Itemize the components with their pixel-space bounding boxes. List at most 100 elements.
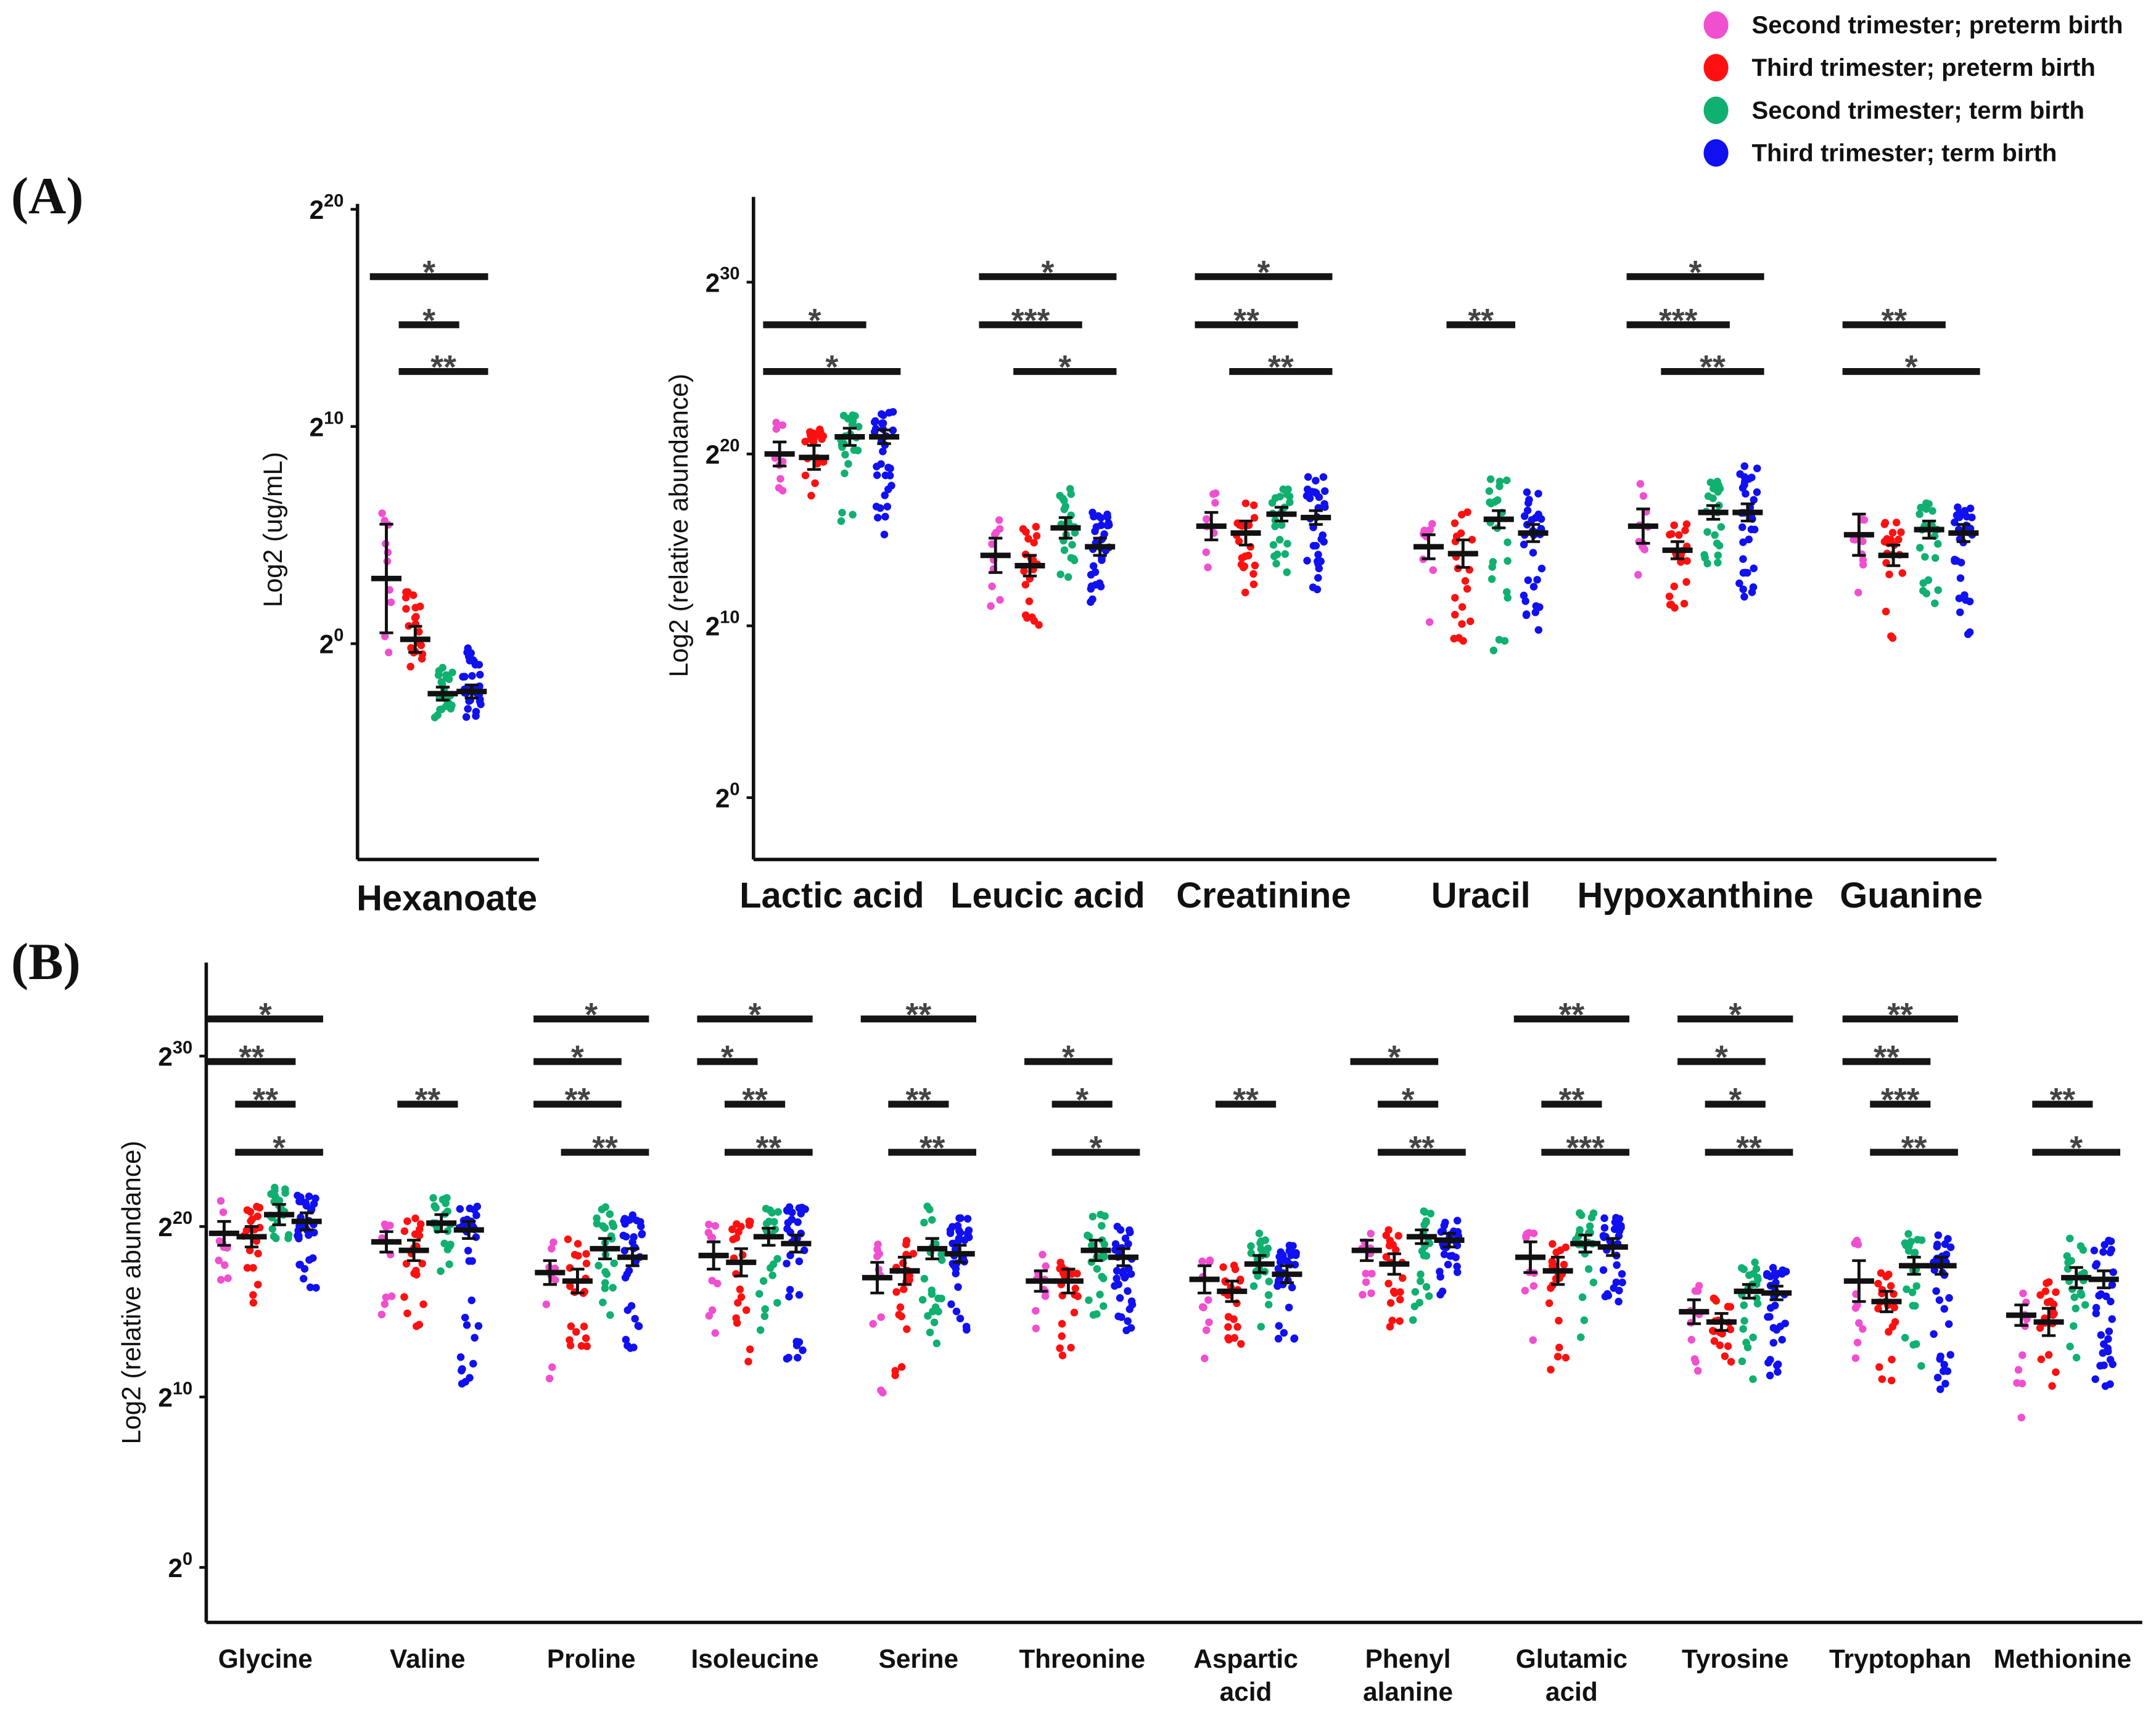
data-point	[773, 1298, 781, 1307]
data-point	[1127, 1324, 1135, 1332]
data-point	[987, 602, 995, 610]
data-point	[603, 1270, 611, 1278]
significance-bar	[697, 1015, 813, 1023]
data-point	[305, 1231, 313, 1239]
data-point	[1264, 1300, 1273, 1309]
data-point	[1615, 1227, 1624, 1235]
data-point	[1934, 539, 1942, 548]
data-point	[1875, 1363, 1883, 1371]
data-point	[1489, 646, 1498, 655]
data-point	[885, 409, 894, 417]
data-point	[413, 1271, 421, 1279]
data-point	[1584, 1265, 1593, 1273]
data-point	[1726, 1326, 1735, 1334]
data-point	[475, 660, 483, 669]
data-point	[1321, 503, 1329, 511]
data-point	[456, 1353, 465, 1361]
data-point	[216, 1197, 225, 1205]
data-point	[1451, 594, 1459, 602]
data-point	[1098, 1221, 1106, 1230]
significance-bar	[398, 368, 488, 375]
data-point	[877, 1313, 885, 1321]
data-point	[1503, 588, 1511, 596]
data-point	[466, 1374, 474, 1382]
data-point	[599, 1298, 607, 1306]
data-point	[381, 632, 389, 641]
data-point	[1529, 1282, 1538, 1290]
data-point	[1235, 537, 1243, 546]
significance-bar	[860, 1015, 977, 1023]
data-point	[224, 1274, 232, 1282]
data-point	[630, 1343, 638, 1351]
data-point	[1618, 1278, 1626, 1287]
data-point	[1100, 1240, 1109, 1248]
data-point	[1283, 568, 1291, 576]
significance-bar	[1705, 1101, 1766, 1108]
data-point	[1716, 1341, 1724, 1350]
data-point	[1283, 539, 1291, 548]
data-point	[734, 1298, 742, 1307]
data-point	[1941, 1240, 1949, 1248]
data-point	[601, 1284, 609, 1292]
data-point	[1320, 487, 1329, 495]
data-point	[729, 1236, 737, 1244]
significance-bar	[561, 1149, 649, 1156]
data-point	[1634, 571, 1642, 579]
data-point	[784, 1219, 792, 1227]
data-point	[247, 1217, 255, 1225]
data-point	[1854, 1319, 1863, 1327]
significance-label: **	[252, 1082, 278, 1118]
data-point	[1441, 1218, 1449, 1227]
data-point	[1946, 1351, 1954, 1359]
data-point	[1257, 1245, 1265, 1253]
data-point	[1555, 1316, 1563, 1325]
significance-bar	[1626, 321, 1730, 329]
data-point	[249, 1298, 258, 1307]
significance-label: *	[1729, 997, 1742, 1033]
compound-group: Guanine***	[1840, 303, 1983, 916]
data-point	[838, 509, 846, 517]
data-point	[254, 1250, 262, 1258]
data-point	[1422, 1283, 1431, 1291]
x-category-label: Valine	[390, 1644, 465, 1673]
legend: Second trimester; preterm birth Third tri…	[1703, 11, 2123, 166]
data-point	[445, 675, 453, 683]
data-point	[2096, 1361, 2104, 1370]
data-point	[1933, 1374, 1942, 1382]
data-point	[386, 1221, 394, 1229]
data-point	[312, 1284, 320, 1292]
data-point	[1124, 1287, 1132, 1295]
data-point	[1859, 537, 1867, 546]
data-point	[2092, 1261, 2100, 1270]
data-point	[965, 1226, 973, 1234]
data-point	[1113, 1223, 1122, 1231]
data-point	[1670, 582, 1679, 591]
data-point	[1560, 1260, 1568, 1269]
data-point	[1064, 573, 1072, 581]
data-point	[1534, 626, 1543, 634]
significance-label: *	[1388, 1039, 1401, 1076]
data-point	[638, 1229, 646, 1238]
data-point	[1093, 1265, 1101, 1273]
data-point	[896, 1303, 905, 1311]
data-point	[1600, 1233, 1608, 1241]
data-point	[411, 604, 419, 612]
significance-label: *	[1689, 255, 1702, 291]
data-point	[622, 1335, 630, 1344]
data-point	[1087, 1241, 1096, 1250]
significance-bar	[398, 321, 459, 329]
data-point	[272, 1234, 280, 1242]
data-point	[755, 1290, 763, 1298]
data-point	[1557, 1246, 1565, 1255]
data-point	[1425, 1292, 1433, 1300]
data-point	[1273, 550, 1282, 559]
data-point	[746, 1345, 754, 1353]
data-point	[271, 1192, 279, 1200]
data-point	[1458, 603, 1467, 611]
data-point	[1060, 496, 1068, 505]
significance-label: **	[1559, 1082, 1585, 1118]
significance-label: **	[1268, 350, 1294, 386]
data-point	[1281, 550, 1290, 558]
data-point	[963, 1215, 972, 1223]
data-point	[2105, 1327, 2113, 1335]
